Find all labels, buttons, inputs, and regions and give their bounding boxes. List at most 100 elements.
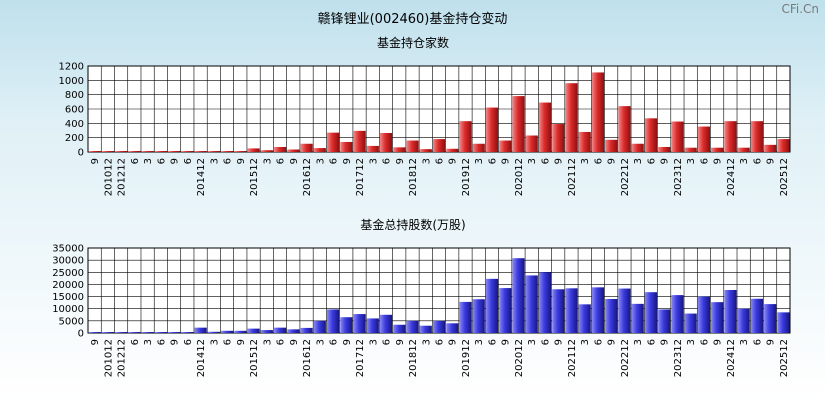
x-tick-label: 6 bbox=[752, 339, 763, 345]
y-tick-label: 200 bbox=[65, 133, 84, 144]
bar-holders bbox=[618, 106, 631, 152]
x-tick-label: 6 bbox=[540, 339, 551, 345]
y-tick-label: 0 bbox=[78, 329, 84, 340]
x-tick-label: 201512 bbox=[249, 158, 260, 196]
bar-shares bbox=[446, 323, 459, 333]
bar-shares bbox=[260, 330, 273, 333]
bar-shares bbox=[658, 309, 671, 333]
bar-holders bbox=[485, 107, 499, 152]
x-tick-label: 9 bbox=[289, 158, 300, 164]
x-tick-label: 9 bbox=[713, 158, 724, 164]
x-tick-label: 3 bbox=[209, 158, 220, 164]
x-tick-label: 6 bbox=[435, 158, 446, 164]
x-tick-label: 9 bbox=[170, 339, 181, 345]
x-tick-label: 201012 bbox=[103, 158, 114, 196]
bar-holders bbox=[260, 150, 273, 152]
bar-shares bbox=[671, 295, 684, 333]
bar-shares bbox=[472, 299, 485, 333]
bar-shares bbox=[552, 289, 565, 333]
bar-holders bbox=[168, 151, 181, 152]
bar-holders bbox=[406, 140, 419, 152]
x-tick-label: 6 bbox=[329, 339, 340, 345]
x-tick-label: 3 bbox=[143, 158, 154, 164]
bar-holders bbox=[88, 151, 101, 152]
x-tick-label: 3 bbox=[209, 339, 220, 345]
bar-shares bbox=[618, 288, 631, 333]
x-tick-label: 201412 bbox=[196, 339, 207, 377]
bar-holders bbox=[578, 131, 591, 152]
x-tick-label: 3 bbox=[315, 339, 326, 345]
y-tick-label: 35000 bbox=[52, 244, 84, 255]
x-tick-label: 9 bbox=[448, 158, 459, 164]
bar-holders bbox=[207, 151, 220, 152]
x-tick-label: 3 bbox=[739, 158, 750, 164]
x-tick-label: 6 bbox=[156, 158, 167, 164]
x-tick-label: 201812 bbox=[408, 339, 419, 377]
x-tick-label: 9 bbox=[660, 339, 671, 345]
bar-shares bbox=[88, 332, 101, 333]
x-tick-label: 6 bbox=[752, 158, 763, 164]
x-tick-label: 9 bbox=[607, 339, 618, 345]
bar-holders bbox=[128, 151, 141, 152]
x-tick-label: 3 bbox=[739, 339, 750, 345]
bar-shares bbox=[631, 303, 644, 333]
x-tick-label: 9 bbox=[554, 339, 565, 345]
bar-shares bbox=[366, 318, 379, 333]
x-tick-label: 9 bbox=[554, 158, 565, 164]
bar-holders bbox=[591, 72, 605, 152]
y-tick-label: 800 bbox=[65, 90, 84, 101]
bar-holders bbox=[300, 143, 313, 152]
bar-holders bbox=[711, 147, 724, 152]
x-tick-label: 6 bbox=[593, 339, 604, 345]
bar-holders bbox=[697, 126, 710, 152]
bar-holders bbox=[326, 132, 340, 152]
page-title: 赣锋锂业(002460)基金持仓变动 bbox=[317, 12, 508, 27]
y-tick-label: 0 bbox=[78, 148, 84, 159]
x-tick-label: 9 bbox=[607, 158, 618, 164]
x-tick-label: 3 bbox=[527, 339, 538, 345]
x-tick-label: 202212 bbox=[620, 158, 631, 196]
x-tick-label: 201012 bbox=[103, 339, 114, 377]
x-tick-label: 201912 bbox=[461, 339, 472, 377]
x-tick-label: 6 bbox=[699, 339, 710, 345]
x-tick-label: 6 bbox=[130, 158, 141, 164]
bar-holders bbox=[499, 140, 512, 152]
bar-shares bbox=[406, 320, 419, 333]
bar-shares bbox=[340, 317, 353, 333]
x-tick-label: 202112 bbox=[567, 339, 578, 377]
x-tick-label: 9 bbox=[766, 158, 777, 164]
chart-title-holders: 基金持仓家数 bbox=[377, 35, 449, 50]
bar-holders bbox=[194, 151, 207, 152]
bar-holders bbox=[671, 121, 684, 152]
x-tick-label: 6 bbox=[593, 158, 604, 164]
y-tick-label: 10000 bbox=[52, 304, 84, 315]
x-tick-label: 9 bbox=[713, 339, 724, 345]
bar-holders bbox=[512, 96, 525, 152]
x-tick-label: 202212 bbox=[620, 339, 631, 377]
x-tick-label: 202312 bbox=[673, 339, 684, 377]
bar-shares bbox=[777, 312, 790, 333]
x-tick-label: 9 bbox=[236, 339, 247, 345]
x-tick-label: 201212 bbox=[117, 339, 128, 377]
x-tick-label: 6 bbox=[540, 158, 551, 164]
x-tick-label: 3 bbox=[633, 339, 644, 345]
x-tick-label: 3 bbox=[633, 158, 644, 164]
bar-holders bbox=[432, 139, 446, 152]
bar-shares bbox=[525, 275, 538, 333]
bar-shares bbox=[168, 332, 181, 333]
x-tick-label: 3 bbox=[262, 339, 273, 345]
brand-logo: CFi.Cn bbox=[781, 2, 819, 16]
bar-holders bbox=[472, 143, 485, 152]
bar-holders bbox=[273, 146, 287, 152]
x-tick-label: 6 bbox=[183, 158, 194, 164]
bar-shares bbox=[605, 299, 618, 333]
x-tick-label: 202112 bbox=[567, 158, 578, 196]
bar-shares bbox=[101, 332, 114, 333]
x-tick-label: 3 bbox=[474, 339, 485, 345]
bar-shares bbox=[499, 288, 512, 333]
y-tick-label: 1000 bbox=[59, 76, 84, 87]
bar-holders bbox=[419, 149, 432, 152]
x-tick-label: 3 bbox=[368, 339, 379, 345]
bar-holders bbox=[340, 141, 353, 152]
